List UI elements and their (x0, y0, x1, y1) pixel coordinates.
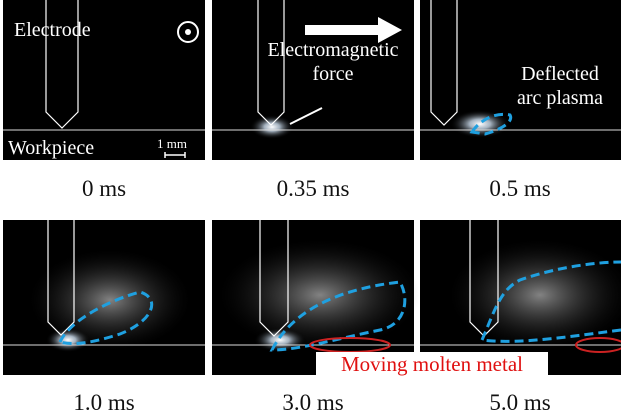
caption: 0.35 ms (277, 176, 350, 201)
label: Moving molten metal (341, 352, 523, 376)
caption: 1.0 ms (73, 390, 134, 415)
panel (3, 220, 205, 375)
caption: 0.5 ms (489, 176, 550, 201)
caption: 5.0 ms (489, 390, 550, 415)
scale-label: 1 mm (157, 136, 187, 151)
label: Electrode (14, 19, 91, 41)
label: Deflected (521, 63, 599, 85)
panel: Electrode Workpiece 1 mm (3, 0, 205, 160)
panel: Deflected arc plasma (420, 0, 621, 160)
figure: Electrode Workpiece 1 mm Electromagnetic… (0, 0, 621, 418)
label: force (312, 63, 353, 85)
panel: Electromagnetic force (212, 0, 414, 160)
label: Electromagnetic (267, 39, 398, 61)
label: Workpiece (8, 137, 94, 159)
caption: 3.0 ms (282, 390, 343, 415)
label: arc plasma (517, 87, 603, 109)
caption: 0 ms (82, 176, 126, 201)
